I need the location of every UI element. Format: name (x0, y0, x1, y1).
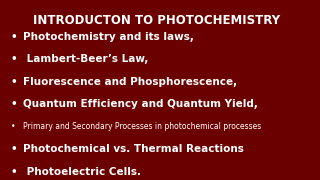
Text: •: • (11, 32, 17, 42)
Text: INTRODUCTON TO PHOTOCHEMISTRY: INTRODUCTON TO PHOTOCHEMISTRY (33, 14, 280, 27)
Text: Lambert-Beer’s Law,: Lambert-Beer’s Law, (23, 54, 148, 64)
Text: Photochemistry and its laws,: Photochemistry and its laws, (23, 32, 194, 42)
Text: •: • (11, 144, 17, 154)
Text: •: • (11, 166, 17, 177)
Text: Photoelectric Cells.: Photoelectric Cells. (23, 166, 141, 177)
Text: Quantum Efficiency and Quantum Yield,: Quantum Efficiency and Quantum Yield, (23, 99, 258, 109)
Text: •: • (11, 77, 17, 87)
Text: •: • (11, 99, 17, 109)
Text: Primary and Secondary Processes in photochemical processes: Primary and Secondary Processes in photo… (23, 122, 261, 131)
Text: •: • (11, 54, 17, 64)
Text: Photochemical vs. Thermal Reactions: Photochemical vs. Thermal Reactions (23, 144, 244, 154)
Text: •: • (11, 122, 15, 131)
Text: Fluorescence and Phosphorescence,: Fluorescence and Phosphorescence, (23, 77, 237, 87)
